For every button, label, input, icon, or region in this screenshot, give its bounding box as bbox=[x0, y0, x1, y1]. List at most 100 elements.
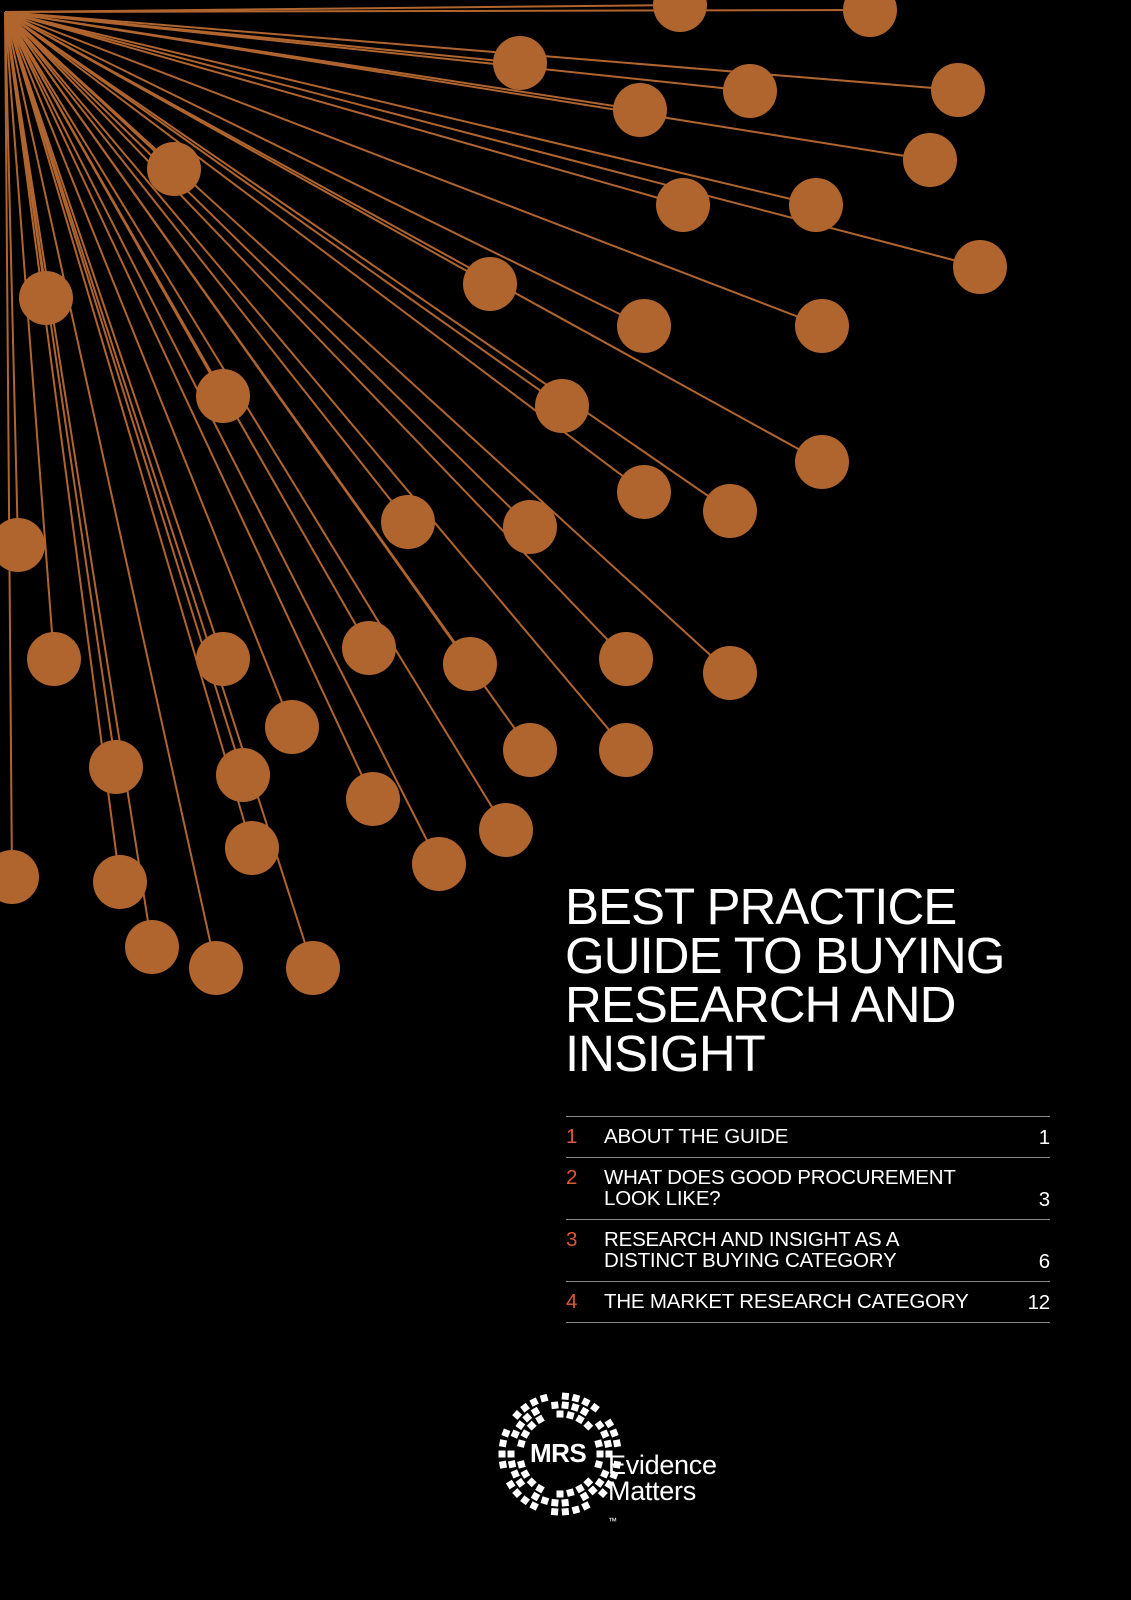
toc-entry-good-procurement[interactable]: 2 WHAT DOES GOOD PROCUREMENT LOOK LIKE? … bbox=[566, 1158, 1050, 1220]
burst-node bbox=[125, 920, 179, 974]
burst-node bbox=[189, 941, 243, 995]
burst-node bbox=[89, 740, 143, 794]
toc-page-number: 12 bbox=[1027, 1291, 1051, 1314]
burst-line bbox=[4, 11, 531, 751]
logo-checker-square bbox=[571, 1505, 581, 1515]
logo-checker-square bbox=[605, 1450, 613, 1458]
logo-checker-square bbox=[520, 1402, 530, 1413]
toc-number: 1 bbox=[566, 1125, 578, 1148]
logo-checker-square bbox=[507, 1460, 517, 1469]
logo-checker-square bbox=[561, 1498, 569, 1507]
burst-line bbox=[4, 11, 731, 674]
burst-node bbox=[19, 271, 73, 325]
logo-checker-square bbox=[571, 1393, 581, 1403]
logo-checker-square bbox=[515, 1477, 526, 1488]
burst-node bbox=[599, 723, 653, 777]
burst-node bbox=[843, 0, 897, 37]
table-of-contents: 1 ABOUT THE GUIDE 1 2 WHAT DOES GOOD PRO… bbox=[566, 1116, 1050, 1323]
trademark-symbol: ™ bbox=[608, 1516, 617, 1526]
logo-checker-square bbox=[520, 1429, 531, 1439]
burst-line bbox=[4, 11, 507, 831]
logo-checker-square bbox=[596, 1450, 604, 1458]
burst-line bbox=[4, 11, 981, 268]
toc-number: 2 bbox=[566, 1166, 578, 1189]
toc-entry-distinct-buying-category[interactable]: 3 RESEARCH AND INSIGHT AS A DISTINCT BUY… bbox=[566, 1220, 1050, 1282]
burst-node bbox=[599, 632, 653, 686]
toc-number: 4 bbox=[566, 1290, 578, 1313]
burst-node bbox=[789, 178, 843, 232]
toc-page-number: 6 bbox=[1038, 1250, 1050, 1273]
logo-mark: MRS bbox=[530, 1438, 587, 1468]
burst-line bbox=[4, 11, 153, 948]
title-line: INSIGHT bbox=[565, 1025, 766, 1082]
burst-line bbox=[4, 11, 440, 865]
logo-checker-square bbox=[526, 1420, 537, 1431]
burst-node bbox=[795, 435, 849, 489]
logo-checker-square bbox=[590, 1402, 600, 1413]
logo-checker-square bbox=[603, 1439, 613, 1448]
burst-line bbox=[4, 11, 931, 161]
node-burst-illustration bbox=[0, 0, 1007, 995]
logo-checker-square bbox=[556, 1490, 564, 1498]
burst-node bbox=[903, 133, 957, 187]
logo-checker-square bbox=[561, 1392, 570, 1401]
logo-checker-square bbox=[522, 1412, 533, 1423]
burst-node bbox=[613, 83, 667, 137]
mrs-logo-icon bbox=[498, 1392, 622, 1516]
burst-node bbox=[0, 518, 45, 572]
burst-node bbox=[196, 632, 250, 686]
burst-node bbox=[931, 63, 985, 117]
logo-checker-square bbox=[551, 1498, 559, 1507]
burst-line bbox=[4, 11, 374, 800]
logo-checker-square bbox=[530, 1406, 541, 1417]
toc-page-number: 3 bbox=[1038, 1188, 1050, 1211]
burst-node bbox=[503, 500, 557, 554]
toc-label: ABOUT THE GUIDE bbox=[604, 1117, 1010, 1157]
logo-checker-square bbox=[604, 1418, 615, 1429]
toc-label-line: ABOUT THE GUIDE bbox=[604, 1125, 789, 1148]
logo-checker-square bbox=[594, 1420, 605, 1431]
logo-checker-square bbox=[575, 1483, 585, 1494]
burst-node bbox=[0, 850, 39, 904]
logo-checker-square bbox=[526, 1477, 537, 1488]
logo-checker-square bbox=[612, 1460, 622, 1469]
burst-node bbox=[617, 465, 671, 519]
logo-wordmark: Evidence Matters ™ bbox=[608, 1452, 717, 1530]
burst-node bbox=[381, 495, 435, 549]
logo-matters-text: Matters bbox=[608, 1476, 696, 1506]
toc-entry-market-research-category[interactable]: 4 THE MARKET RESEARCH CATEGORY 12 bbox=[566, 1282, 1050, 1323]
logo-checker-square bbox=[512, 1488, 523, 1499]
toc-entry-about-the-guide[interactable]: 1 ABOUT THE GUIDE 1 bbox=[566, 1117, 1050, 1158]
logo-checker-square bbox=[529, 1397, 539, 1407]
logo-checker-square bbox=[512, 1409, 523, 1420]
logo-checker-square bbox=[561, 1507, 570, 1516]
burst-node bbox=[342, 621, 396, 675]
burst-line bbox=[4, 11, 19, 546]
burst-line bbox=[4, 11, 224, 660]
burst-line bbox=[4, 11, 684, 206]
logo-checker-square bbox=[579, 1406, 590, 1417]
logo-line-matters: Matters ™ bbox=[608, 1478, 717, 1530]
toc-label-line: WHAT DOES GOOD PROCUREMENT bbox=[604, 1166, 956, 1189]
burst-line bbox=[4, 11, 314, 969]
burst-line bbox=[4, 11, 627, 660]
burst-node bbox=[27, 632, 81, 686]
burst-line bbox=[4, 11, 563, 407]
logo-checker-square bbox=[594, 1477, 605, 1488]
burst-line bbox=[4, 11, 13, 878]
burst-line bbox=[4, 11, 959, 91]
toc-label-line: RESEARCH AND INSIGHT AS A bbox=[604, 1228, 900, 1251]
burst-node bbox=[443, 637, 497, 691]
logo-checker-square bbox=[594, 1439, 603, 1448]
logo-checker-square bbox=[551, 1401, 559, 1410]
burst-node bbox=[463, 257, 517, 311]
burst-node bbox=[265, 700, 319, 754]
logo-checker-square bbox=[594, 1460, 603, 1469]
logo-checker-square bbox=[600, 1429, 610, 1439]
logo-checker-square bbox=[575, 1414, 585, 1425]
burst-node bbox=[703, 646, 757, 700]
logo-checker-square bbox=[517, 1460, 526, 1469]
logo-checker-square bbox=[498, 1450, 506, 1458]
burst-node bbox=[503, 723, 557, 777]
logo-checker-square bbox=[566, 1411, 575, 1420]
